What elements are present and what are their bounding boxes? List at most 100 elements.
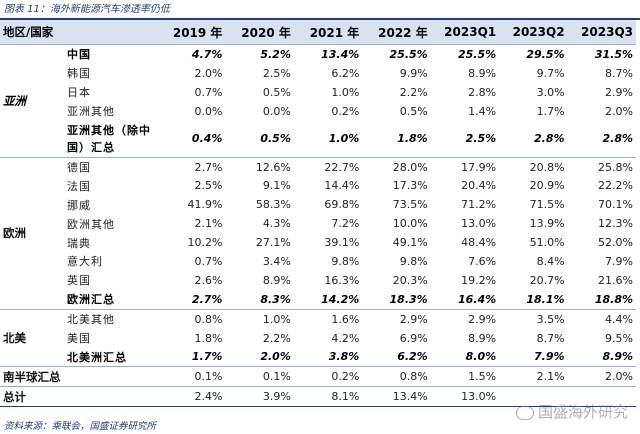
- value-cell: 0.0%: [262, 104, 291, 118]
- value-cell: 51.0%: [529, 236, 565, 250]
- value-cell: 0.7%: [194, 85, 223, 99]
- value-cell: 31.5%: [567, 43, 636, 64]
- watermark: 国盛海外研究: [515, 394, 628, 430]
- value-cell: 21.6%: [598, 273, 633, 287]
- column-header: 2023Q1: [444, 25, 497, 39]
- top-rule: [0, 18, 640, 20]
- country-cell: 德国: [61, 156, 158, 177]
- value-cell: 14.4%: [324, 179, 360, 193]
- value-cell: 0.7%: [194, 254, 223, 268]
- value-cell: 20.8%: [499, 156, 568, 177]
- value-cell: 4.7%: [157, 43, 226, 64]
- value-cell: 2.8%: [534, 132, 565, 146]
- value-cell: 2.5%: [194, 179, 223, 193]
- table-row: 南半球汇总 0.1% 0.1% 0.2% 0.8% 1.5% 2.1% 2.0%: [0, 366, 636, 387]
- country-cell: 法国: [67, 179, 91, 193]
- value-cell: 6.2%: [397, 350, 428, 364]
- value-cell: 10.0%: [392, 217, 428, 231]
- value-cell: 2.6%: [194, 273, 223, 287]
- value-cell: 7.2%: [331, 217, 360, 231]
- value-cell: 2.9%: [430, 308, 500, 329]
- value-cell: 2.4%: [157, 386, 226, 408]
- value-cell: 2.1%: [499, 366, 568, 387]
- value-cell: 4.2%: [331, 331, 360, 345]
- column-header: 2020 年: [241, 25, 291, 40]
- value-cell: 13.0%: [430, 386, 500, 408]
- value-cell: 0.5%: [260, 132, 291, 146]
- value-cell: 1.8%: [194, 331, 223, 345]
- value-cell: 18.3%: [389, 292, 428, 306]
- value-cell: 10.2%: [187, 236, 223, 250]
- value-cell: 7.9%: [605, 254, 633, 268]
- value-cell: 0.5%: [262, 85, 291, 99]
- value-cell: 2.5%: [465, 132, 497, 146]
- value-cell: 8.9%: [468, 331, 497, 345]
- value-cell: 71.5%: [529, 198, 565, 212]
- country-cell: 欧洲汇总: [67, 293, 115, 307]
- country-cell: 中国: [61, 43, 158, 64]
- value-cell: 0.2%: [293, 366, 363, 387]
- value-cell: 20.4%: [461, 179, 497, 193]
- value-cell: 8.9%: [602, 350, 633, 364]
- table-row: 欧洲 德国 2.7% 12.6% 22.7% 28.0% 17.9% 20.8%…: [0, 156, 636, 310]
- table-row: 韩国 2.0% 2.5% 6.2% 9.9% 8.9% 9.7% 8.7%: [0, 64, 636, 83]
- value-cell: 3.9%: [225, 386, 294, 408]
- value-cell: 18.1%: [526, 292, 565, 306]
- value-cell: 2.7%: [191, 292, 223, 306]
- value-cell: 0.5%: [399, 104, 428, 118]
- value-cell: 70.1%: [598, 198, 633, 212]
- value-cell: 9.7%: [536, 66, 565, 80]
- value-cell: 8.7%: [536, 331, 565, 345]
- value-cell: 9.1%: [262, 179, 291, 193]
- value-cell: 48.4%: [461, 236, 497, 250]
- value-cell: 7.9%: [534, 350, 565, 364]
- value-cell: 9.9%: [399, 66, 428, 80]
- value-cell: 0.2%: [331, 104, 360, 118]
- value-cell: 3.8%: [328, 350, 360, 364]
- source-note: 资料来源：乘联会，国盛证券研究所: [4, 421, 157, 432]
- column-header: 2019 年: [172, 25, 223, 40]
- value-cell: 1.4%: [468, 104, 497, 118]
- value-cell: 12.3%: [598, 217, 633, 231]
- country-cell: 北美洲汇总: [67, 350, 127, 364]
- value-cell: 2.5%: [262, 66, 291, 80]
- header-row: 地区/国家 2019 年 2020 年 2021 年 2022 年 2023Q1…: [0, 20, 636, 45]
- wechat-icon: [515, 405, 534, 420]
- value-cell: 8.4%: [536, 254, 565, 268]
- country-cell: 瑞典: [67, 236, 91, 250]
- value-cell: 13.4%: [293, 43, 363, 64]
- value-cell: 39.1%: [324, 236, 360, 250]
- value-cell: 0.4%: [191, 132, 223, 146]
- table-row: 亚洲其他 0.0% 0.0% 0.2% 0.5% 1.4% 1.7% 2.0%: [0, 102, 636, 121]
- table-row: 亚洲其他（除中国）汇总 0.4% 0.5% 1.0% 1.8% 2.5% 2.8…: [0, 121, 636, 158]
- value-cell: 9.8%: [399, 254, 428, 268]
- column-header: 2022 年: [378, 25, 428, 40]
- value-cell: 13.0%: [461, 217, 497, 231]
- region-asia: 亚洲: [0, 44, 61, 158]
- watermark-text: 国盛海外研究: [537, 403, 628, 421]
- region-southern-hemisphere: 南半球汇总: [0, 366, 158, 387]
- value-cell: 20.9%: [529, 179, 565, 193]
- country-cell: 韩国: [67, 67, 91, 81]
- value-cell: 20.3%: [392, 273, 428, 287]
- value-cell: 49.1%: [392, 236, 428, 250]
- value-cell: 8.9%: [262, 273, 291, 287]
- region-north-america: 北美: [0, 308, 61, 367]
- value-cell: 71.2%: [461, 198, 497, 212]
- table-row: 挪威 41.9% 58.3% 69.8% 73.5% 71.2% 71.5% 7…: [0, 195, 636, 214]
- value-cell: 18.8%: [594, 292, 633, 306]
- figure-caption: 图表 11：海外新能源汽车渗透率仍低: [4, 4, 170, 15]
- value-cell: 1.8%: [397, 132, 428, 146]
- value-cell: 16.4%: [457, 292, 497, 306]
- value-cell: 29.5%: [499, 43, 568, 64]
- value-cell: 8.0%: [465, 350, 497, 364]
- country-cell: 北美其他: [61, 308, 158, 329]
- country-cell: 挪威: [67, 198, 91, 212]
- value-cell: 1.5%: [430, 366, 500, 387]
- value-cell: 13.4%: [362, 386, 431, 408]
- value-cell: 20.7%: [529, 273, 565, 287]
- table-row: 美国 1.8% 2.2% 4.2% 6.9% 8.9% 8.7% 9.5%: [0, 329, 636, 348]
- value-cell: 2.9%: [362, 308, 431, 329]
- value-cell: 69.8%: [324, 198, 360, 212]
- value-cell: 6.2%: [331, 66, 360, 80]
